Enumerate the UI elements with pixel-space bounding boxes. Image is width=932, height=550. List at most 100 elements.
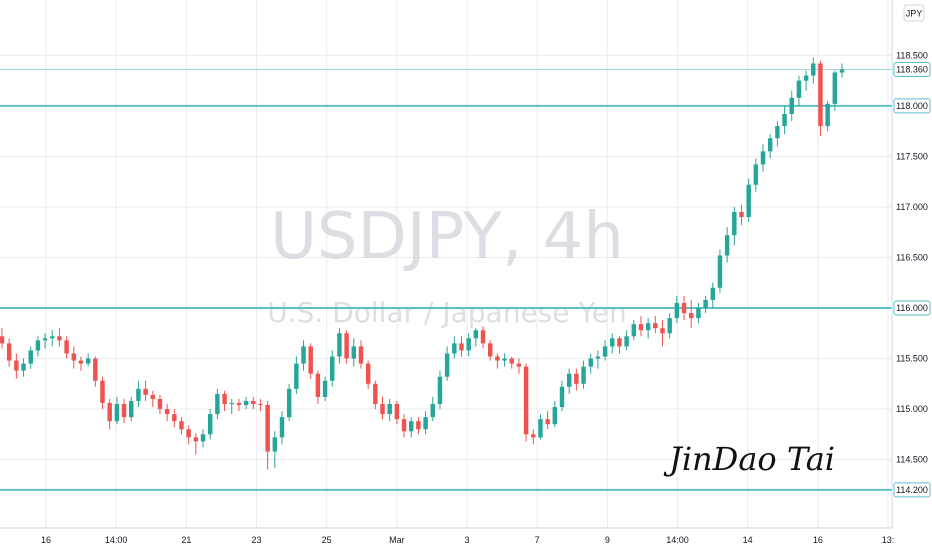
candle [509,356,514,369]
candle [179,417,184,435]
candle [487,340,493,361]
candle-body [767,138,773,152]
time-tick-label: 21 [181,535,191,545]
candle-body [444,353,450,377]
candle [516,358,522,374]
candle [236,398,242,412]
candle [251,396,256,410]
time-axis[interactable]: 16 14:00 21 23 25 Mar 3 7 9 14:00 14 16 13: [0,527,895,550]
candle [638,316,644,337]
candle-body [746,184,751,218]
candle [6,338,12,367]
price-axis[interactable]: 114.500 115.000 115.500 116.000 116.500 117.0… [891,0,932,550]
candle [193,433,199,455]
candle [14,353,19,379]
candle-body [717,255,723,288]
currency-badge[interactable]: JPY [903,4,925,22]
candle [21,358,26,377]
candle-body [143,388,148,395]
candle [35,336,41,357]
candle-body [789,97,794,114]
candle-body [703,299,708,308]
candle [803,70,809,91]
candle [28,346,33,369]
candle [495,353,500,369]
candle [452,336,457,359]
candle-body [42,338,48,341]
candle-body [71,353,77,361]
candle-body [179,421,184,430]
candle [796,75,802,106]
time-tick-label: 14 [743,535,753,545]
candle-body [825,103,830,127]
candle [588,353,593,374]
candle-body [78,360,84,364]
candle [667,313,672,339]
candle-body [581,366,586,384]
candle-body [645,323,651,331]
candle-body [150,394,155,399]
candle-body [114,404,120,422]
candle-body [380,404,385,415]
candles [0,57,845,470]
candle [107,398,112,430]
candle [832,70,838,111]
candle [265,400,270,470]
candle-body [301,346,306,364]
candle-body [85,358,91,364]
candle [703,295,708,314]
candle [121,398,127,424]
candle-body [689,313,694,319]
candle-body [423,417,428,430]
candle-body [552,407,558,425]
candle-body [373,383,378,404]
candle-body [365,363,371,384]
candle [229,398,234,415]
candle-body [401,419,407,432]
candle [279,411,285,445]
price-axis-bg [892,0,932,550]
price-tick-label: 116.500 [896,252,928,262]
candle [552,400,558,428]
candle [473,328,479,347]
candle [78,356,84,371]
candle-body [172,414,177,422]
candle-body [660,328,665,334]
candle-body [724,235,730,256]
candle [696,302,701,324]
time-tick-label: 3 [464,535,469,545]
candle-body [322,380,328,397]
candle-body [258,404,263,406]
candle-body [638,324,644,331]
last-price-label: 118.360 [896,65,928,75]
candle-body [344,333,349,359]
candle-body [57,336,62,341]
candle-body [286,388,292,418]
candle [93,356,98,387]
time-tick-label: 14:00 [666,535,689,545]
candle-body [416,421,421,430]
candle-body [523,366,529,435]
candle-body [236,402,242,406]
candle [775,121,780,147]
candle-body [753,164,759,185]
candle-body [308,346,313,374]
candle [380,396,385,420]
price-tick-label: 114.500 [896,455,928,465]
candle [373,380,378,410]
candle [351,338,357,367]
candle-body [430,404,435,418]
candle-body [559,386,565,408]
candle-body [818,63,823,127]
candle-body [279,417,285,438]
time-tick-label: 13: [882,535,895,545]
candle-body [6,343,12,361]
horizontal-levels[interactable] [0,69,892,491]
candle [581,360,586,389]
candle-body [387,404,392,415]
candle [200,429,206,448]
candle [50,330,55,347]
candle [595,350,601,369]
